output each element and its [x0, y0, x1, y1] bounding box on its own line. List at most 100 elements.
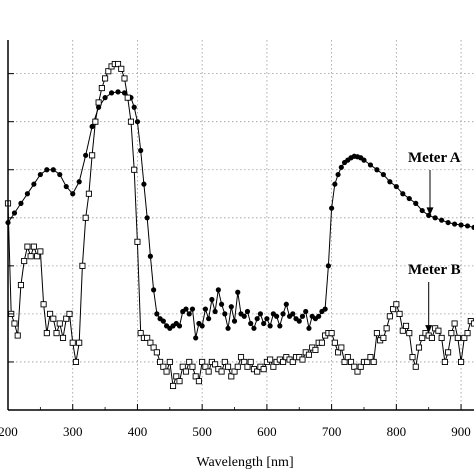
data-point: [199, 323, 205, 329]
data-point: [306, 325, 312, 331]
data-point: [331, 339, 338, 346]
data-point: [79, 262, 86, 269]
data-point: [254, 368, 261, 375]
data-point: [329, 205, 335, 211]
data-point: [102, 75, 109, 82]
data-point: [458, 222, 464, 228]
x-tick-label: 500: [192, 424, 212, 439]
data-point: [37, 171, 43, 178]
data-point: [270, 363, 277, 370]
data-point: [76, 339, 83, 346]
data-point: [14, 332, 21, 339]
data-point: [318, 339, 325, 346]
data-point: [209, 296, 215, 303]
data-point: [296, 318, 302, 324]
data-point: [316, 313, 322, 319]
data-point: [69, 339, 76, 346]
data-point: [267, 356, 274, 363]
data-point: [138, 147, 144, 154]
data-point: [228, 373, 235, 380]
data-point: [435, 327, 442, 334]
data-point: [56, 320, 63, 327]
data-point: [24, 243, 31, 250]
data-point: [147, 339, 154, 346]
data-point: [154, 311, 160, 317]
data-point: [273, 313, 280, 319]
data-point: [189, 306, 196, 312]
data-point: [44, 167, 50, 173]
data-point: [131, 166, 138, 173]
x-tick-label: 400: [128, 424, 148, 439]
data-point: [186, 311, 192, 317]
data-point: [76, 179, 82, 185]
data-point: [428, 334, 435, 341]
data-point: [21, 257, 28, 265]
data-point: [322, 306, 328, 312]
data-point: [438, 334, 445, 341]
data-point: [406, 195, 412, 202]
data-point: [248, 320, 254, 327]
data-point: [290, 311, 296, 317]
data-point: [400, 191, 406, 197]
data-point: [393, 183, 399, 190]
data-point: [237, 354, 245, 361]
data-point: [312, 346, 319, 353]
data-point: [277, 323, 283, 329]
x-tick-label: 700: [322, 424, 342, 439]
series-meter-a: [5, 89, 474, 341]
annotation-label: Meter B: [408, 262, 461, 278]
data-point: [150, 344, 157, 351]
data-point: [205, 368, 212, 375]
data-point: [280, 358, 287, 365]
data-point: [464, 223, 471, 229]
data-point: [445, 219, 451, 226]
data-point: [92, 118, 99, 125]
data-point: [396, 310, 403, 317]
data-point: [118, 65, 125, 72]
data-point: [163, 368, 170, 375]
data-point: [182, 368, 190, 375]
data-point: [89, 152, 96, 159]
data-point: [30, 243, 37, 250]
data-point: [160, 318, 166, 324]
x-axis-label: Wavelength [nm]: [196, 455, 293, 470]
data-point: [386, 313, 393, 320]
data-point: [202, 306, 209, 312]
data-point: [380, 334, 387, 341]
annotations: Meter A Meter B: [408, 150, 461, 334]
data-point: [241, 313, 247, 319]
data-point: [335, 171, 341, 178]
data-point: [367, 354, 374, 361]
data-point: [50, 315, 57, 322]
data-point: [267, 323, 273, 329]
data-point: [231, 318, 238, 324]
data-point: [338, 344, 345, 351]
data-point: [144, 215, 150, 221]
data-point: [173, 373, 180, 380]
data-point: [222, 311, 228, 317]
data-point: [451, 320, 458, 327]
data-point: [357, 363, 364, 370]
data-point: [179, 363, 186, 370]
data-point: [257, 311, 264, 317]
data-point: [338, 164, 344, 170]
data-point: [202, 363, 209, 370]
data-point: [364, 358, 371, 365]
data-point: [157, 358, 164, 365]
data-point: [134, 238, 141, 245]
data-point: [383, 325, 390, 332]
data-point: [63, 183, 69, 190]
data-point: [199, 358, 206, 365]
data-point: [212, 308, 218, 315]
data-point: [380, 171, 386, 178]
data-point: [374, 167, 380, 173]
data-point: [108, 90, 115, 96]
data-point: [458, 358, 465, 365]
data-point: [415, 344, 423, 351]
data-point: [448, 330, 455, 337]
data-point: [121, 90, 128, 96]
data-point: [215, 287, 221, 293]
data-point: [225, 325, 231, 331]
data-point: [89, 123, 95, 130]
